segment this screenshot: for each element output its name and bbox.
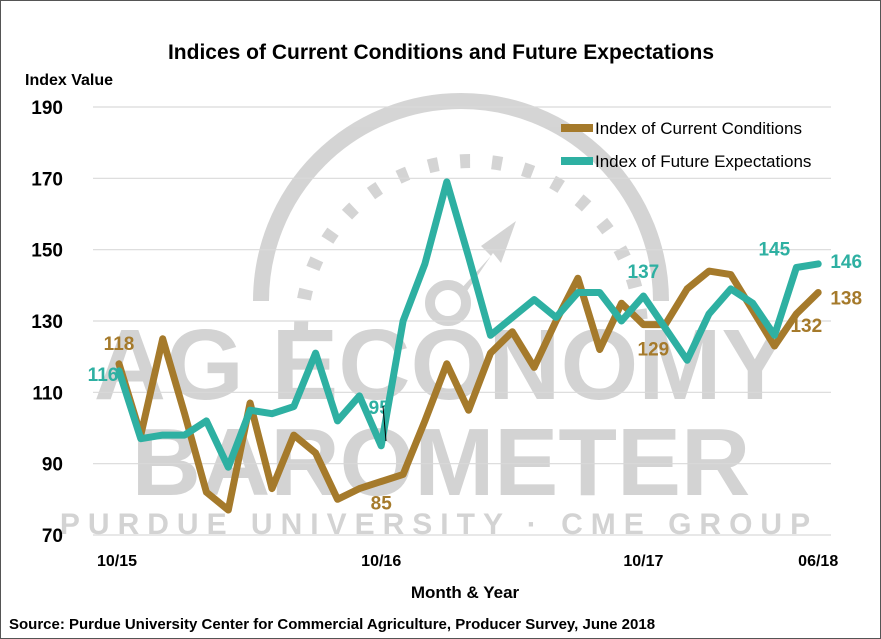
data-labels: 118 85 129 132 138 116 95 137 145 146 <box>88 240 862 515</box>
y-tick-label: 190 <box>31 98 63 119</box>
data-label: 95 <box>369 398 391 419</box>
y-tick-label: 110 <box>32 383 63 404</box>
data-label: 145 <box>758 240 790 261</box>
y-tick-label: 170 <box>31 169 63 190</box>
y-tick-label: 150 <box>31 241 63 262</box>
gauge-rim-icon <box>253 93 669 302</box>
y-tick-label: 130 <box>31 312 63 333</box>
data-label: 129 <box>638 340 670 361</box>
series-lines <box>115 178 822 514</box>
legend-label-current: Index of Current Conditions <box>595 119 802 138</box>
data-label: 85 <box>371 494 393 515</box>
x-axis-ticks: 10/15 10/16 10/17 06/18 <box>97 553 838 570</box>
watermark-line3: PURDUE UNIVERSITY · CME GROUP <box>60 508 818 541</box>
data-label: 146 <box>830 252 862 273</box>
data-label: 116 <box>88 365 119 386</box>
y-axis-ticks: 70 90 110 130 150 170 190 <box>31 98 63 547</box>
x-tick-label: 10/16 <box>361 553 401 570</box>
label-leader-line <box>382 405 387 442</box>
gauge-arc-icon <box>294 154 648 332</box>
x-tick-label: 10/15 <box>97 553 137 570</box>
y-tick-label: 90 <box>42 455 63 476</box>
chart-title: Indices of Current Conditions and Future… <box>168 41 714 64</box>
legend: Index of Current Conditions Index of Fut… <box>561 119 811 171</box>
source-note: Source: Purdue University Center for Com… <box>9 616 655 633</box>
x-axis-label: Month & Year <box>411 583 520 602</box>
y-tick-label: 70 <box>42 526 63 547</box>
x-tick-label: 06/18 <box>798 553 838 570</box>
legend-label-future: Index of Future Expectations <box>595 152 811 171</box>
watermark-line1: AG ECONOMY <box>94 309 788 421</box>
y-axis-label: Index Value <box>25 72 113 89</box>
data-label: 138 <box>830 288 862 309</box>
data-label: 118 <box>104 334 135 355</box>
data-label: 132 <box>790 316 822 337</box>
x-tick-label: 10/17 <box>623 553 663 570</box>
data-label: 137 <box>628 262 660 283</box>
